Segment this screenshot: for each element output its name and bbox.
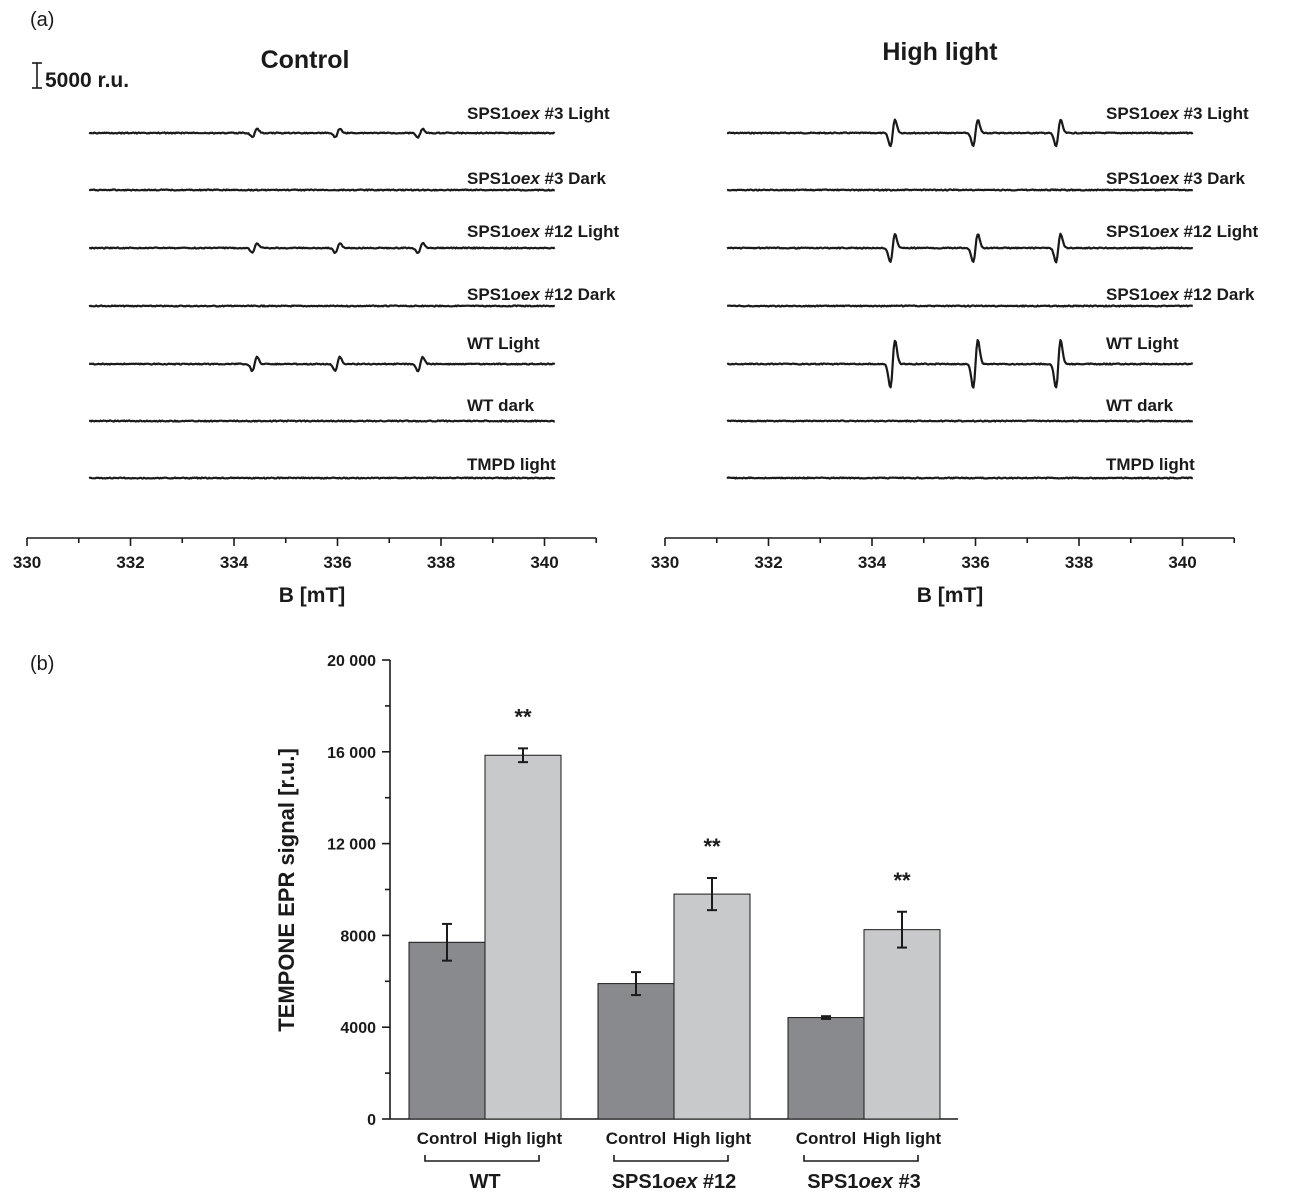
trace-label: SPS1oex #3 Dark [1106,169,1245,188]
scale-bar-label: 5000 r.u. [45,69,129,92]
significance-marker: ** [703,834,721,859]
highlight-panel-title: High light [882,38,998,66]
bar-chart: 0 4000 8000 12 000 16 000 20 000 Control ** High… [327,653,958,1193]
y-tick-label: 20 000 [327,653,376,670]
trace-label: SPS1oex #12 Light [467,222,619,241]
bar [787,1017,865,1120]
y-tick-label: 16 000 [327,745,376,762]
x-tick-label: 332 [754,553,782,572]
control-panel-title: Control [261,46,350,74]
group-label: WT [469,1171,500,1193]
epr-trace [88,127,556,139]
trace-label: WT Light [1106,334,1179,353]
x-tick-label: 334 [220,553,249,572]
highlight-traces: SPS1oex #3 Light SPS1oex #3 Dark SPS1oex #… [726,104,1258,480]
trace-label: TMPD light [467,455,556,474]
epr-trace [726,118,1194,148]
x-tick-label: 330 [651,553,679,572]
trace-label: WT dark [467,396,535,415]
highlight-x-axis-label: B [mT] [917,584,984,607]
control-x-axis-label: B [mT] [279,584,346,607]
significance-marker: ** [514,704,532,729]
x-tick-label: 332 [116,553,144,572]
bar [673,893,751,1120]
bar [408,941,486,1120]
y-tick-label: 8000 [340,928,376,945]
significance-marker: ** [893,868,911,893]
epr-trace [88,188,555,192]
x-tick-label: 336 [961,553,989,572]
epr-trace [88,476,556,480]
trace-label: WT Light [467,334,540,353]
x-tick-label: 338 [427,553,455,572]
panel-a-letter: (a) [30,9,54,31]
bar [863,929,941,1120]
trace-label: SPS1oex #3 Light [1106,104,1249,123]
group-bracket [803,1155,919,1162]
epr-trace [726,476,1194,480]
x-tick-label: 340 [530,553,558,572]
bar [597,983,675,1120]
group-label: SPS1oex #12 [612,1171,737,1193]
epr-trace [726,339,1194,389]
control-traces: SPS1oex #3 Light SPS1oex #3 Dark SPS1oex #… [88,104,619,480]
category-label: Control [417,1129,477,1148]
epr-trace [88,304,555,308]
panel-b-letter: (b) [30,653,54,675]
highlight-x-axis: 330 332 334 336 338 340 [651,537,1236,572]
x-tick-label: 334 [858,553,887,572]
category-label: High light [484,1129,563,1148]
category-label: Control [796,1129,856,1148]
category-label: High light [863,1129,942,1148]
bar [484,754,562,1120]
control-x-axis: 330 332 334 336 338 340 [13,537,598,572]
epr-trace [726,232,1194,264]
trace-label: SPS1oex #12 Dark [1106,285,1255,304]
x-tick-label: 340 [1168,553,1196,572]
x-tick-label: 336 [323,553,351,572]
y-tick-label: 0 [367,1112,376,1129]
category-label: High light [673,1129,752,1148]
y-tick-label: 4000 [340,1020,376,1037]
trace-label: SPS1oex #12 Dark [467,285,616,304]
trace-label: SPS1oex #3 Dark [467,169,606,188]
epr-trace [726,304,1194,308]
epr-trace [88,419,555,423]
group-bracket [613,1155,729,1162]
trace-label: SPS1oex #12 Light [1106,222,1258,241]
epr-trace [726,419,1193,423]
x-tick-label: 338 [1065,553,1093,572]
scale-bar: 5000 r.u. [32,62,129,92]
trace-label: WT dark [1106,396,1174,415]
x-tick-label: 330 [13,553,41,572]
epr-trace [88,241,556,254]
y-tick-label: 12 000 [327,837,376,854]
bar-y-axis-label: TEMPONE EPR signal [r.u.] [274,748,299,1032]
epr-trace [88,355,556,373]
epr-trace [726,188,1194,192]
trace-label: SPS1oex #3 Light [467,104,610,123]
group-label: SPS1oex #3 [807,1171,920,1193]
trace-label: TMPD light [1106,455,1195,474]
group-bracket [424,1155,540,1162]
category-label: Control [606,1129,666,1148]
